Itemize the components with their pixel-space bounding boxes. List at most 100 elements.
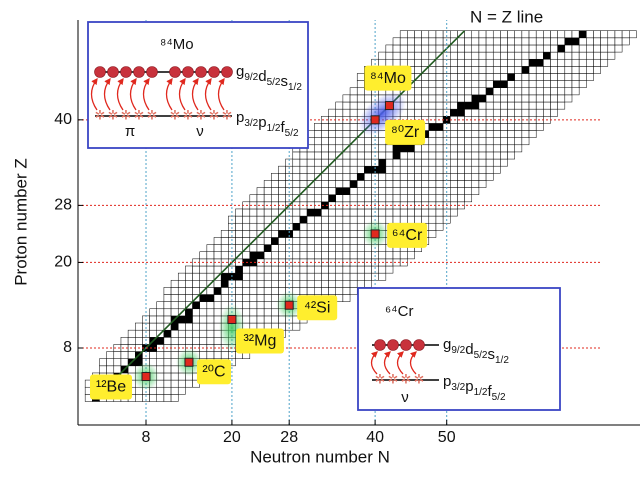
nuclide-cell (492, 165, 501, 174)
nuclide-cell (163, 329, 172, 338)
nuclide-cell (271, 187, 279, 195)
nuclide-cell (571, 37, 580, 46)
nuclide-cell (342, 173, 351, 181)
nuclide-cell (278, 187, 286, 195)
nuclide-cell (220, 272, 229, 281)
nuclide-cell (414, 30, 422, 39)
nuclide-cell (435, 194, 444, 203)
nuclide-cell (156, 358, 165, 367)
nuclide-cell (185, 287, 193, 295)
orbital-label: g9/2d5/2s1/2 (443, 336, 509, 366)
nuclide-cell (464, 194, 473, 203)
nuclide-cell (156, 315, 165, 324)
orbital: s (488, 346, 496, 363)
nuclide-cell (521, 137, 530, 146)
nuclide-cell (464, 58, 473, 67)
nuclide-cell (478, 37, 487, 46)
nuclide-cell (278, 237, 286, 245)
nuclide-cell (514, 137, 523, 146)
nuclide-cell (521, 58, 530, 67)
nuclide-cell (399, 251, 408, 260)
nuclide-cell (170, 337, 179, 345)
nuclide-cell (500, 108, 508, 117)
nuclide-cell (428, 208, 437, 217)
nuclide-cell (450, 94, 458, 103)
nuclide-cell (249, 244, 258, 252)
nuclide-cell (471, 66, 480, 74)
nuclide-cell (170, 379, 179, 388)
nuclide-cell (314, 151, 322, 160)
nuclide-cell (428, 30, 437, 39)
nuclide-cell (485, 144, 494, 153)
nuclide-cell (428, 165, 437, 174)
nuclide-cell (335, 130, 344, 138)
nuclide-cell (507, 51, 515, 60)
nuclide-cell (421, 37, 430, 46)
nuclide-cell (500, 151, 508, 160)
orbital-label: p3/2p1/2f5/2 (443, 373, 506, 403)
nuclide-cell (249, 215, 258, 224)
nuclide-cell (177, 294, 186, 302)
nuclide-cell (170, 322, 179, 331)
nuclide-cell (578, 51, 587, 60)
nuclide-cell (342, 244, 351, 252)
nuclide-cell (106, 365, 115, 374)
nuclide-cell (306, 279, 315, 288)
nuclide-cell (385, 151, 394, 160)
x-tick-label: 40 (366, 429, 384, 446)
nuclide-cell (407, 51, 415, 60)
nuclide-cell (127, 351, 136, 359)
nuclide-cell (177, 301, 186, 310)
orbital-label: g9/2d5/2s1/2 (236, 63, 302, 93)
nuclide-cell (163, 372, 172, 381)
nuclide-cell (478, 165, 487, 174)
nuclide-cell (492, 151, 501, 160)
nuclide-cell (414, 44, 422, 53)
nuclide-cell (507, 123, 515, 131)
nuclide-cell (342, 130, 351, 138)
particle (374, 339, 386, 351)
nuclide-cell (586, 44, 594, 53)
nuclide-cell (335, 144, 344, 153)
particle (94, 66, 106, 78)
nuclide-cell (421, 215, 430, 224)
nuclide-cell (349, 244, 358, 252)
nuclide-cell (349, 108, 358, 117)
nuclide-cell (113, 358, 122, 367)
nuclide-cell (450, 123, 458, 131)
hole: ✲ (147, 107, 158, 122)
nuclide-cell (364, 208, 372, 217)
nuclide-cell (278, 272, 286, 281)
orbital: d (465, 341, 473, 358)
nuclide-cell (450, 101, 458, 110)
nuclide-cell (163, 287, 172, 295)
nuclide-cell (328, 130, 336, 138)
nuclide-cell (535, 87, 544, 96)
nuclide-cell (385, 208, 394, 217)
nuclide-cell (314, 130, 322, 138)
hole: ✲ (183, 107, 194, 122)
nuclide-cell (356, 187, 365, 195)
nuclide-cell (450, 108, 458, 117)
nuclide-cell (378, 137, 387, 146)
y-tick-label: 8 (63, 339, 72, 356)
nuclide-cell (492, 44, 501, 53)
nuclide-cell (263, 308, 272, 317)
orbital: f (281, 119, 286, 136)
nuclide-cell (571, 51, 580, 60)
nuclide-cell (306, 265, 315, 274)
nuclide-cell (421, 187, 430, 195)
nuclide-cell (342, 194, 351, 203)
nuclide-cell (314, 222, 322, 231)
nuclide-cell (478, 108, 487, 117)
nuclide-cell (521, 37, 530, 46)
nuclide-cell (120, 351, 129, 359)
nuclide-cell (407, 158, 415, 167)
nuclide-cell (435, 94, 444, 103)
nuclide-cell (328, 251, 336, 260)
nuclide-cell (407, 108, 415, 117)
nuclide-cell (185, 337, 193, 345)
points: ¹²Be ²⁰C ³²Mg ⁴²Si ⁶⁴Cr ⁸⁰Zr ⁸⁴Mo (90, 65, 428, 400)
nuclide-cell (464, 87, 473, 96)
nuclide-cell (349, 279, 358, 288)
